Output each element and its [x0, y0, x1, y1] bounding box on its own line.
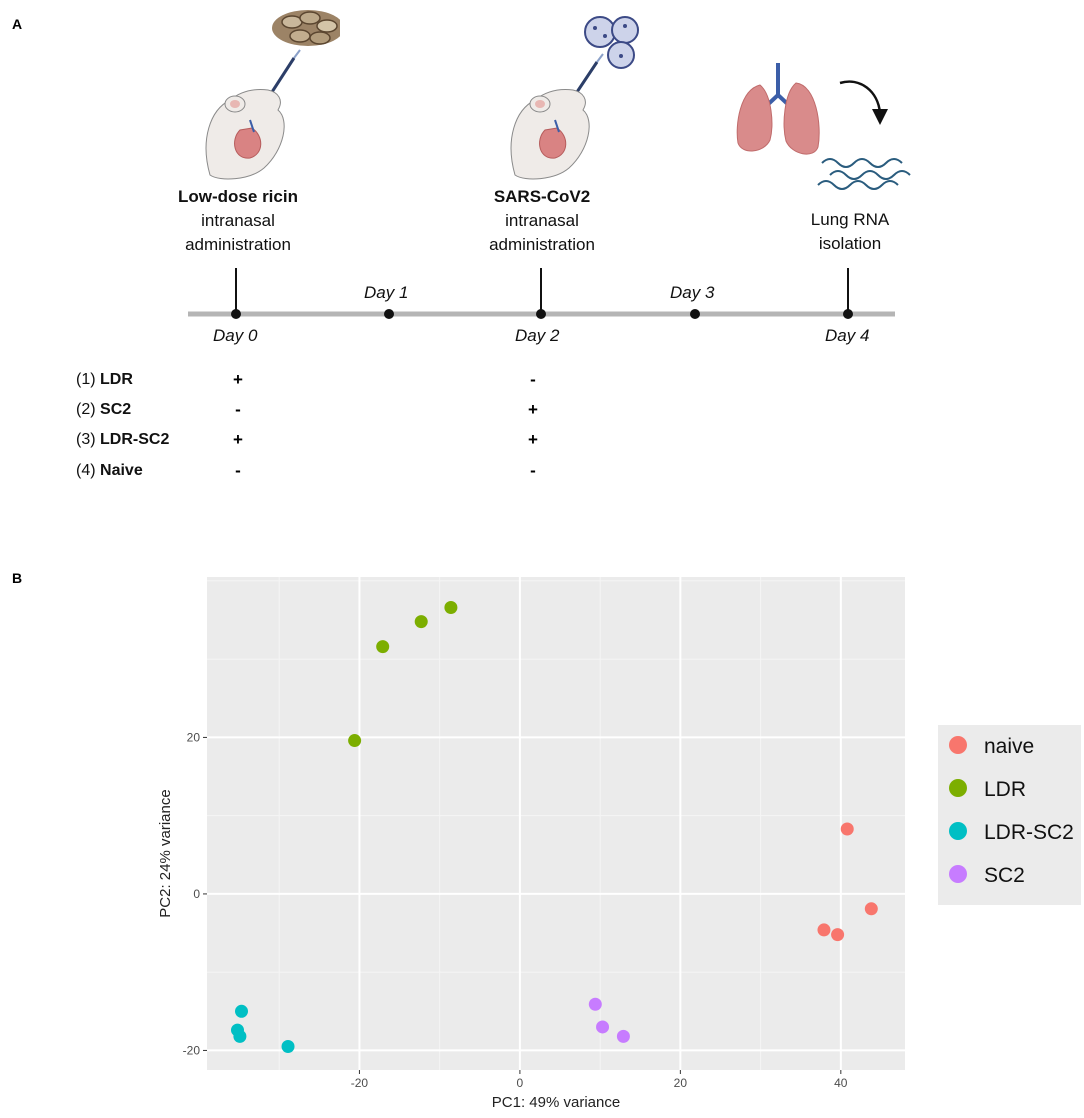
lungs-icon — [736, 63, 820, 155]
legend-label: naive — [984, 735, 1034, 758]
point-sc2 — [596, 1020, 610, 1034]
point-ldr — [376, 640, 390, 654]
x-tick-label: -20 — [351, 1076, 369, 1090]
timeline-dot-day2 — [536, 309, 546, 319]
plot-panel — [207, 577, 905, 1070]
step-line1: Lung RNA — [810, 210, 890, 229]
timeline — [188, 268, 895, 319]
point-ldr-sc2 — [234, 1004, 248, 1018]
panel-b-label: B — [12, 570, 23, 586]
step-lung-rna: Lung RNA isolation — [760, 208, 940, 256]
group-day0-sign: + — [233, 430, 243, 449]
point-ldr-sc2 — [233, 1029, 247, 1043]
pca-chart: -20 0 20 40 -20 0 20 PC1: 49% variance PC2: 2… — [157, 577, 1081, 1111]
x-tick-label: 20 — [674, 1076, 688, 1090]
day-label-1: Day 1 — [364, 283, 409, 302]
group-day0-sign: - — [235, 461, 241, 480]
y-tick-label: 20 — [187, 730, 201, 744]
step-line2: administration — [489, 235, 595, 254]
day-label-2: Day 2 — [515, 326, 560, 345]
day-label-0: Day 0 — [213, 326, 258, 345]
step-line1: intranasal — [505, 211, 579, 230]
point-naive — [817, 923, 831, 937]
pipette-icon — [575, 53, 604, 93]
step-line2: administration — [185, 235, 291, 254]
panel-a-label: A — [12, 16, 23, 32]
sars-cov2-illustration — [510, 16, 639, 180]
step-title: SARS-CoV2 — [493, 187, 591, 206]
mouse-icon — [510, 89, 590, 180]
group-row: (4) Naive — [76, 462, 143, 480]
group-day2-sign: - — [530, 461, 536, 480]
group-name: SC2 — [100, 401, 132, 418]
pipette-icon — [270, 49, 301, 93]
group-day2-sign: - — [530, 370, 536, 389]
y-tick-label: 0 — [193, 887, 200, 901]
group-num: (1) — [76, 371, 96, 388]
x-tick-label: 40 — [834, 1076, 848, 1090]
step-sars-cov2: SARS-CoV2 intranasal administration — [452, 185, 632, 257]
day-label-3: Day 3 — [670, 283, 715, 302]
point-ldr — [444, 601, 458, 615]
y-tick-label: -20 — [183, 1043, 201, 1057]
group-day0-sign: + — [233, 370, 243, 389]
timeline-dot-day4 — [843, 309, 853, 319]
timeline-dot-day3 — [690, 309, 700, 319]
group-row: (2) SC2 — [76, 401, 131, 419]
group-name: LDR — [100, 371, 133, 388]
legend-key-sc2 — [949, 865, 967, 883]
timeline-dot-day0 — [231, 309, 241, 319]
step-ricin: Low-dose ricin intranasal administration — [148, 185, 328, 257]
point-naive — [831, 928, 845, 942]
group-day2-sign: + — [528, 430, 538, 449]
day-label-4: Day 4 — [825, 326, 870, 345]
legend-key-ldr — [949, 779, 967, 797]
step-line2: isolation — [818, 234, 882, 253]
group-num: (2) — [76, 401, 96, 418]
legend-key-ldr-sc2 — [949, 822, 967, 840]
group-day2-sign: + — [528, 400, 538, 419]
sars-cov2-virions-icon — [584, 16, 639, 69]
group-row: (3) LDR-SC2 — [76, 431, 169, 449]
group-name: Naive — [100, 462, 143, 479]
group-name: LDR-SC2 — [100, 431, 170, 448]
point-ldr-sc2 — [281, 1040, 295, 1054]
group-day0-sign: - — [235, 400, 241, 419]
step-line1: intranasal — [201, 211, 275, 230]
step-title: Low-dose ricin — [178, 187, 298, 206]
legend-label: LDR — [984, 778, 1026, 801]
point-ldr — [414, 615, 428, 629]
group-row: (1) LDR — [76, 371, 133, 389]
point-ldr — [348, 734, 362, 748]
curved-arrow-icon — [839, 80, 888, 125]
group-num: (4) — [76, 462, 96, 479]
mouse-icon — [205, 89, 285, 180]
point-naive — [840, 822, 854, 836]
ricin-illustration — [205, 10, 340, 180]
x-tick-label: 0 — [517, 1076, 524, 1090]
x-axis-title: PC1: 49% variance — [492, 1094, 620, 1111]
legend-label: SC2 — [984, 864, 1025, 887]
rna-strands-icon — [817, 158, 911, 190]
timeline-dot-day1 — [384, 309, 394, 319]
castor-beans-icon — [272, 10, 340, 46]
point-naive — [864, 902, 878, 916]
group-num: (3) — [76, 431, 96, 448]
lung-rna-illustration — [736, 63, 911, 190]
y-axis-title: PC2: 24% variance — [157, 789, 174, 917]
point-sc2 — [588, 997, 602, 1011]
legend-label: LDR-SC2 — [984, 821, 1074, 844]
point-sc2 — [616, 1029, 630, 1043]
legend-key-naive — [949, 736, 967, 754]
